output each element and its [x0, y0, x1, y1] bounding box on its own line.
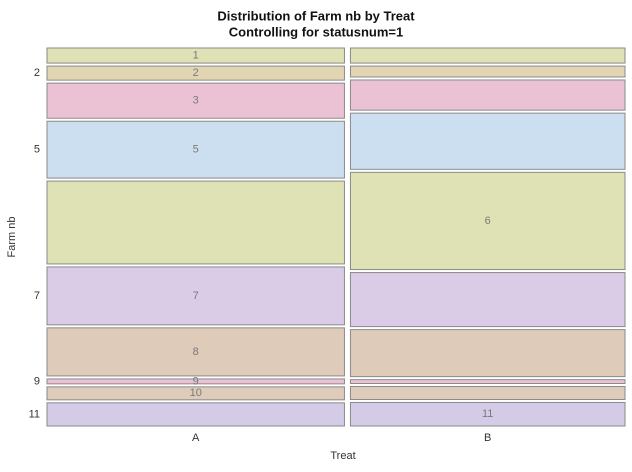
y-tick-label: 11: [29, 408, 40, 420]
tile-label: 2: [193, 67, 199, 79]
chart-title: Distribution of Farm nb by Treat: [217, 8, 415, 23]
y-tick-label: 7: [34, 290, 40, 302]
mosaic-tile: [46, 402, 345, 427]
mosaic-tile: [349, 272, 626, 328]
mosaic-tile: [349, 79, 626, 111]
y-tick-label: 9: [34, 375, 40, 387]
y-tick-label: 2: [34, 67, 40, 79]
x-axis-label: Treat: [330, 450, 355, 462]
tile-label: 5: [193, 144, 199, 156]
mosaic-tile: [349, 171, 626, 271]
y-tick-label: 5: [34, 144, 40, 156]
tile-label: 3: [193, 95, 199, 107]
tile-label: 1: [193, 49, 199, 61]
tile-label: 9: [193, 375, 199, 387]
chart-subtitle: Controlling for statusnum=1: [229, 24, 403, 39]
mosaic-tile: [349, 65, 626, 78]
tile-label: 10: [190, 387, 202, 399]
tile-label: 11: [482, 408, 493, 420]
mosaic-tile: [349, 379, 626, 384]
mosaic-tile: [46, 47, 345, 64]
mosaic-tile: [46, 82, 345, 119]
mosaic-tile: [349, 47, 626, 64]
mosaic-tile: [46, 266, 345, 326]
tile-label: 8: [193, 346, 199, 358]
mosaic-tile: [46, 65, 345, 81]
x-tick-label: B: [484, 432, 491, 444]
tile-label: 6: [485, 215, 491, 227]
mosaic-tile: [349, 385, 626, 400]
tile-label: 7: [193, 290, 199, 302]
mosaic-tile: [349, 112, 626, 170]
mosaic-tile: [349, 401, 626, 427]
mosaic-tile: [46, 386, 345, 401]
mosaic-tile: [46, 180, 345, 265]
mosaic-tile: [46, 120, 345, 179]
y-axis-label: Farm nb: [6, 217, 18, 258]
mosaic-tile: [349, 329, 626, 378]
mosaic-tile: [46, 327, 345, 377]
mosaic-tile: [46, 378, 345, 385]
x-tick-label: A: [192, 432, 200, 444]
